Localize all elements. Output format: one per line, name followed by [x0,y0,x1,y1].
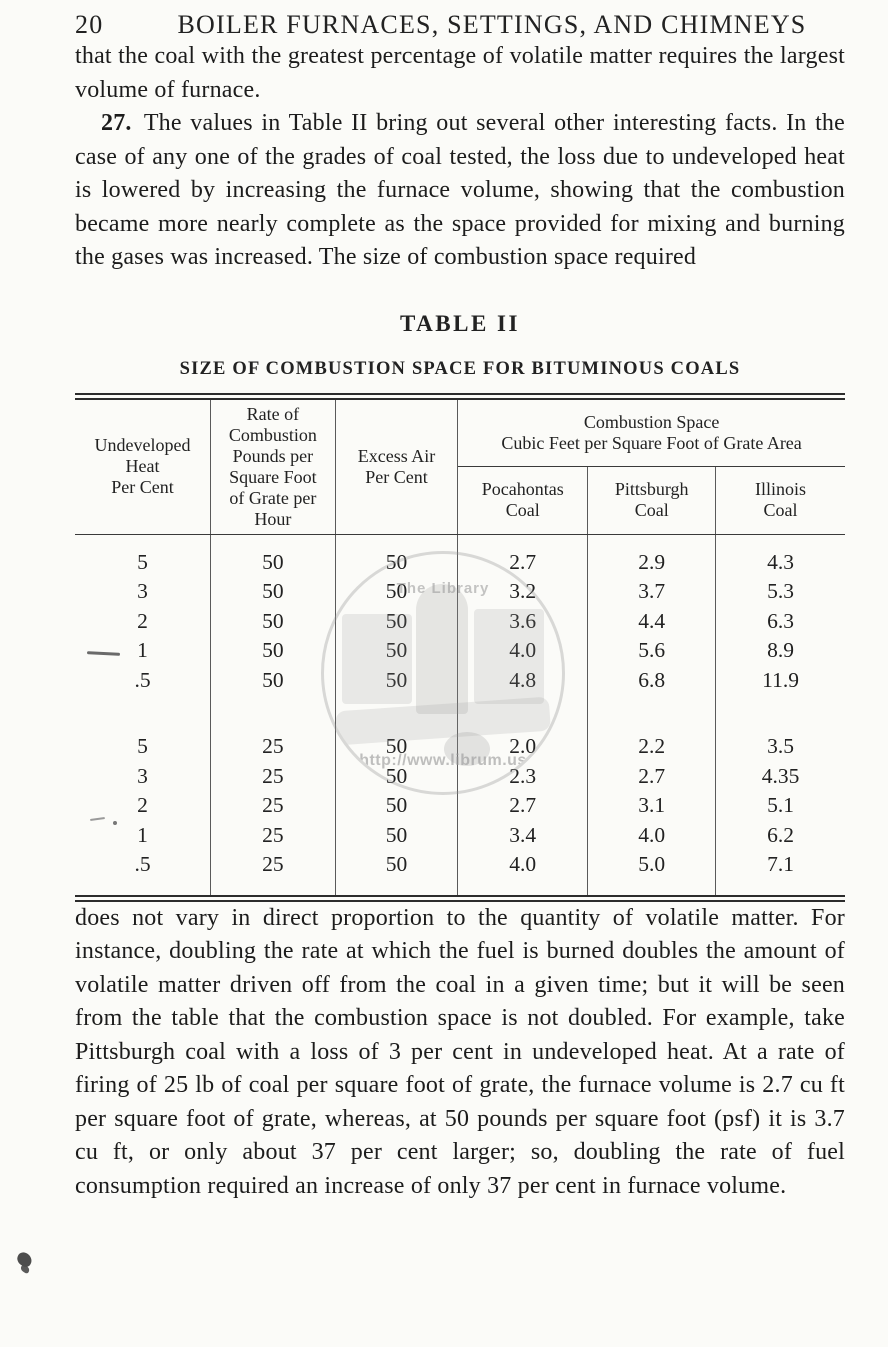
table-cell: 3.7 [587,577,717,607]
table-cell: 50 [210,636,336,666]
table-cell: 50 [335,577,459,607]
running-title: BOILER FURNACES, SETTINGS, AND CHIMNEYS [177,10,807,39]
table-cell: 3 [75,761,212,791]
running-header: 20 BOILER FURNACES, SETTINGS, AND CHIMNE… [75,10,845,40]
table-row: 1 50 50 4.0 5.6 8.9 [75,636,845,666]
table-cell: 50 [210,665,336,695]
closing-paragraph: does not vary in direct proportion to th… [75,904,845,1199]
group-spacer-row [75,695,845,732]
table-cell: 3.6 [457,606,589,636]
table-cell: 4.4 [587,606,717,636]
table-cell: 4.3 [767,549,794,574]
table-cell: 4.0 [457,636,589,666]
table-row: 5 25 50 2.0 2.2 3.5 [75,732,845,762]
table-cell: 2.7 [457,534,589,577]
table-cell: 2.7 [457,791,589,821]
table-cell: 2.7 [587,761,717,791]
table-cell: .5 [75,850,212,898]
pencil-dot-mark [113,821,117,825]
table-cell: 8.9 [767,638,794,662]
table-cell: 2 [75,606,212,636]
table-cell: 50 [335,850,459,898]
table-row: 1 25 50 3.4 4.0 6.2 [75,820,845,850]
table-cell: 6.3 [767,608,794,633]
table-cell: 25 [210,761,336,791]
table-cell: 4.35 [761,763,800,788]
opening-paragraph: that the coal with the greatest percenta… [75,43,845,103]
table-row: 3 25 50 2.3 2.7 4.35 [75,761,845,791]
table-cell: 1 [75,636,212,666]
table-cell: 25 [210,732,336,762]
table-cell: 50 [210,577,336,607]
table-cell: 2.2 [587,732,717,762]
section-number: 27. [101,110,132,136]
table-cell: 5.6 [587,636,717,666]
table-row: 5 50 50 2.7 2.9 4.3 [75,534,845,577]
combustion-space-table: Undeveloped Heat Per Cent Rate of Combus… [75,392,845,902]
table-title: TABLE II [400,310,520,336]
table-cell: 6.8 [587,665,717,695]
table-cell: 3.2 [457,577,589,607]
table-cell: 4.0 [457,850,589,898]
table-cell: 5 [75,534,212,577]
header-rate-of-combustion: Rate of Combustion Pounds per Square Foo… [210,396,336,535]
table-row: .5 50 50 4.8 6.8 11.9 [75,665,845,695]
table-cell: 3 [75,577,212,607]
table-cell: 4.8 [457,665,589,695]
table-cell: 11.9 [762,667,799,692]
table-cell: 6.2 [767,822,794,847]
table-cell: 50 [335,732,459,762]
table-cell: .5 [75,665,212,695]
table-cell: 1 [75,820,212,850]
table-cell: 4.0 [587,820,717,850]
table-cell: 5.0 [587,850,717,898]
table-cell: 7.1 [767,852,794,876]
section-paragraph: 27. The values in Table II bring out sev… [75,107,845,275]
table-cell: 50 [335,636,459,666]
table-cell: 50 [210,606,336,636]
page-number: 20 [75,10,104,39]
table-cell: 50 [210,534,336,577]
table-cell: 3.1 [587,791,717,821]
table-cell: 3.5 [767,734,794,758]
table-cell: 25 [210,791,336,821]
table-row: 3 50 50 3.2 3.7 5.3 [75,577,845,607]
table-cell: 50 [335,665,459,695]
header-excess-air: Excess Air Per Cent [335,396,459,535]
table-cell: 2.0 [457,732,589,762]
table-row: .5 25 50 4.0 5.0 7.1 [75,850,845,898]
table-cell: 50 [335,761,459,791]
table-cell: 5.3 [767,579,794,603]
header-undeveloped-heat: Undeveloped Heat Per Cent [75,396,212,535]
table-cell: 2.9 [587,534,717,577]
section-paragraph-text: The values in Table II bring out several… [75,110,845,270]
table-cell: 5.1 [767,793,794,817]
table-row: 2 50 50 3.6 4.4 6.3 [75,606,845,636]
table-subtitle: SIZE OF COMBUSTION SPACE FOR BITUMINOUS … [179,358,741,379]
table-cell: 50 [335,606,459,636]
table-cell: 50 [335,534,459,577]
table-cell: 50 [335,820,459,850]
table-row: 2 25 50 2.7 3.1 5.1 [75,791,845,821]
table-cell: 50 [335,791,459,821]
header-combustion-space-group: Combustion Space Cubic Feet per Square F… [457,396,845,468]
header-illinois-coal: Illinois Coal [715,466,845,535]
table-cell: 2.3 [457,761,589,791]
table-cell: 3.4 [457,820,589,850]
table-cell: 25 [210,820,336,850]
header-pocahontas-coal: Pocahontas Coal [457,466,589,535]
header-pittsburgh-coal: Pittsburgh Coal [587,466,717,535]
table-cell: 5 [75,732,212,762]
table-cell: 2 [75,791,212,821]
table-cell: 25 [210,850,336,898]
